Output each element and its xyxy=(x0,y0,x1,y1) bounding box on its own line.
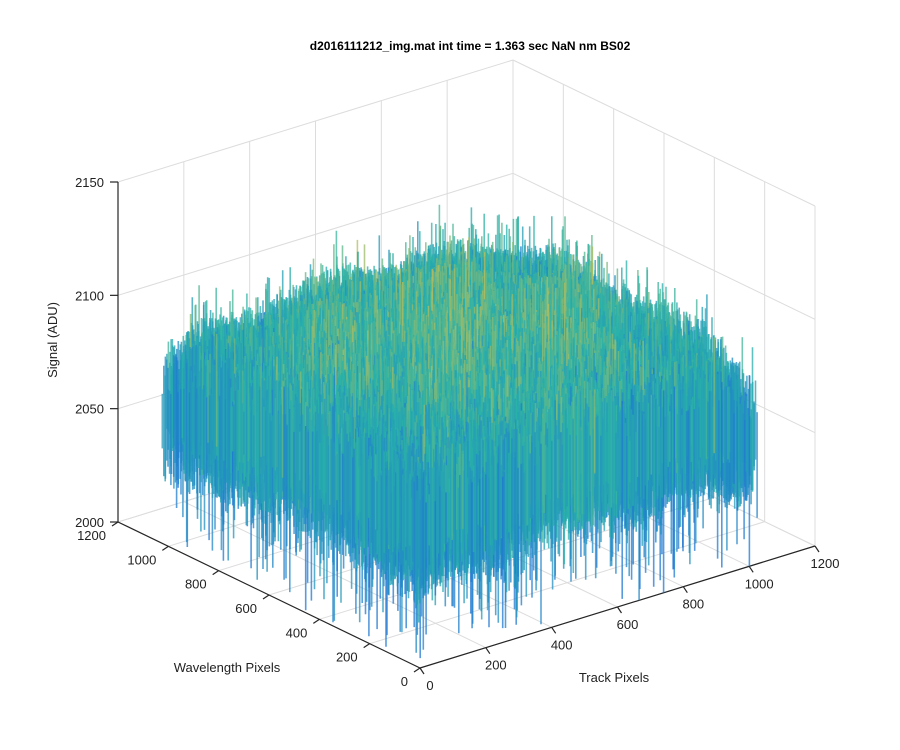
x-tick-mark xyxy=(420,668,424,674)
surface-plot xyxy=(162,205,757,658)
y-tick-mark xyxy=(364,644,370,648)
x-tick-mark xyxy=(618,607,622,613)
y-tick-mark xyxy=(263,595,269,599)
x-tick-mark xyxy=(552,627,556,633)
x-tick-mark xyxy=(749,566,753,572)
y-tick-mark xyxy=(162,546,168,550)
x-tick-mark xyxy=(683,587,687,593)
y-tick-mark xyxy=(414,668,420,672)
chart-title: d2016111212_img.mat int time = 1.363 sec… xyxy=(310,39,631,53)
y-tick-mark xyxy=(213,571,219,575)
x-tick-mark xyxy=(815,546,819,552)
y-tick-mark xyxy=(313,619,319,623)
x-tick-mark xyxy=(486,648,490,654)
